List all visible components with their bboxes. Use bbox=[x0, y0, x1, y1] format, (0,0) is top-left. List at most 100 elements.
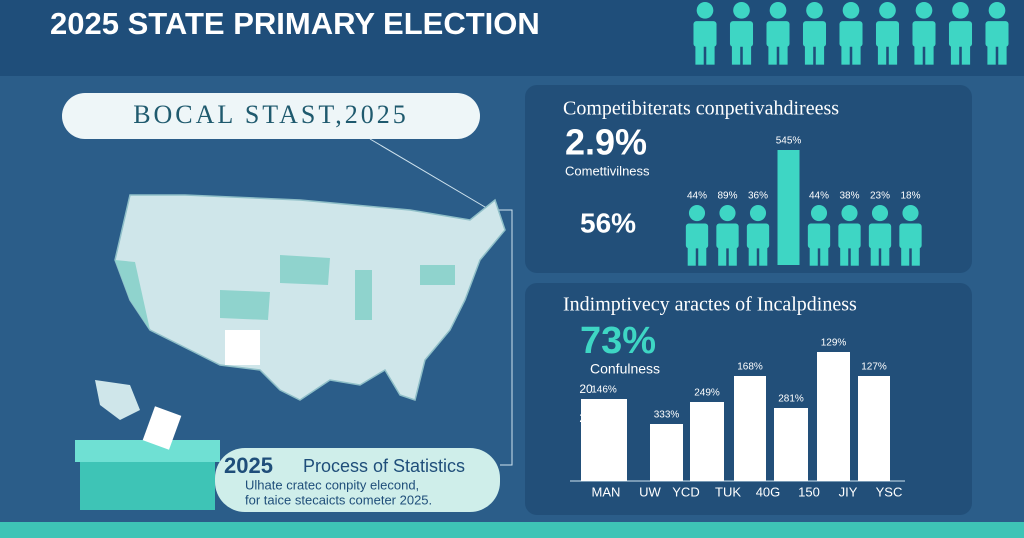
figure-label: 36% bbox=[748, 191, 768, 202]
stat: 73% bbox=[580, 320, 656, 362]
figure-label: 44% bbox=[809, 191, 829, 202]
person-leg bbox=[850, 247, 859, 266]
person-leg bbox=[925, 45, 934, 65]
bar-label: 333% bbox=[654, 410, 680, 421]
bar-row: 202040146%333%249%168%281%129%127%MANUWY… bbox=[570, 338, 905, 499]
bar bbox=[690, 402, 724, 481]
person-leg bbox=[998, 45, 1007, 65]
ballot bbox=[142, 406, 182, 450]
bar bbox=[858, 376, 890, 481]
person-head bbox=[952, 2, 969, 19]
person-head bbox=[688, 205, 706, 222]
person-leg bbox=[804, 45, 814, 65]
person-body bbox=[948, 21, 973, 47]
category-label: YSC bbox=[876, 484, 903, 499]
figure-label: 23% bbox=[870, 191, 890, 202]
figure-label: 44% bbox=[687, 191, 707, 202]
ballot-box-lid bbox=[75, 440, 220, 462]
person-leg bbox=[779, 45, 788, 65]
info-year: 2025 bbox=[224, 453, 273, 478]
person-body bbox=[838, 223, 861, 249]
category-label: UW bbox=[639, 484, 661, 499]
person-leg bbox=[888, 45, 898, 65]
person-leg bbox=[870, 247, 879, 266]
person-leg bbox=[852, 45, 861, 65]
bar bbox=[774, 408, 808, 481]
person-body bbox=[746, 223, 770, 249]
bar bbox=[817, 352, 850, 481]
person-leg bbox=[698, 247, 707, 266]
category-label: MAN bbox=[592, 484, 621, 499]
bar bbox=[650, 424, 683, 481]
bar-label: 146% bbox=[591, 385, 617, 396]
person-leg bbox=[768, 45, 777, 65]
person-leg bbox=[901, 247, 910, 266]
person-body bbox=[868, 223, 892, 249]
bar-label: 129% bbox=[821, 338, 847, 349]
person-leg bbox=[728, 247, 737, 266]
stat-caption: Comettivilness bbox=[565, 163, 650, 178]
bar-label: 168% bbox=[737, 362, 763, 373]
person-body bbox=[716, 223, 739, 249]
category-label: YCD bbox=[672, 484, 699, 499]
person-leg bbox=[840, 247, 849, 266]
category-label: 150 bbox=[798, 484, 820, 499]
us-map bbox=[114, 194, 506, 401]
footer-strip bbox=[0, 522, 1024, 538]
person-head bbox=[769, 2, 787, 19]
person-body bbox=[912, 21, 936, 47]
figure-label: 89% bbox=[717, 191, 737, 202]
person-head bbox=[871, 205, 889, 222]
person-leg bbox=[881, 247, 890, 266]
person-leg bbox=[987, 45, 996, 65]
person-head bbox=[841, 205, 858, 222]
person-leg bbox=[820, 247, 829, 266]
person-body bbox=[802, 21, 827, 47]
header-people bbox=[693, 2, 1009, 65]
info-box bbox=[215, 448, 500, 512]
person-leg bbox=[759, 247, 768, 266]
person-leg bbox=[914, 45, 923, 65]
person-leg bbox=[731, 45, 741, 65]
info-title: Process of Statistics bbox=[303, 456, 465, 476]
person-body bbox=[875, 21, 900, 47]
stat-caption: Confulness bbox=[590, 361, 660, 377]
person-leg bbox=[687, 247, 696, 266]
person-leg bbox=[841, 45, 850, 65]
info-line: for taice stecaicts cometer 2025. bbox=[245, 492, 432, 507]
person-body bbox=[899, 223, 922, 249]
figure-label: 545% bbox=[776, 136, 802, 147]
map-highlight bbox=[225, 330, 260, 365]
person-head bbox=[902, 205, 919, 222]
stat: 2.9% bbox=[565, 122, 647, 163]
person-leg bbox=[809, 247, 818, 266]
category-label: TUK bbox=[715, 484, 741, 499]
person-body bbox=[729, 21, 754, 47]
person-leg bbox=[911, 247, 920, 266]
person-leg bbox=[961, 45, 971, 65]
info-line: Ulhate cratec conpity elecond, bbox=[245, 477, 419, 492]
person-leg bbox=[718, 247, 727, 266]
alaska bbox=[95, 380, 140, 420]
person-leg bbox=[815, 45, 825, 65]
person-head bbox=[806, 2, 823, 19]
person-head bbox=[733, 2, 750, 19]
person-leg bbox=[877, 45, 887, 65]
person-head bbox=[842, 2, 860, 19]
person-leg bbox=[950, 45, 960, 65]
leader-line bbox=[369, 138, 491, 211]
figure-label: 18% bbox=[900, 191, 920, 202]
person-head bbox=[696, 2, 714, 19]
person-body bbox=[766, 21, 790, 47]
person-leg bbox=[742, 45, 752, 65]
person-leg bbox=[706, 45, 715, 65]
person-head bbox=[988, 2, 1006, 19]
person-body bbox=[985, 21, 1009, 47]
bar bbox=[734, 376, 766, 481]
map-highlight bbox=[115, 255, 455, 330]
figure-row: 44% 89% 36% 545% 44% 38% 23% 18% bbox=[685, 136, 922, 266]
category-label: 40G bbox=[756, 484, 781, 499]
person-leg bbox=[695, 45, 704, 65]
